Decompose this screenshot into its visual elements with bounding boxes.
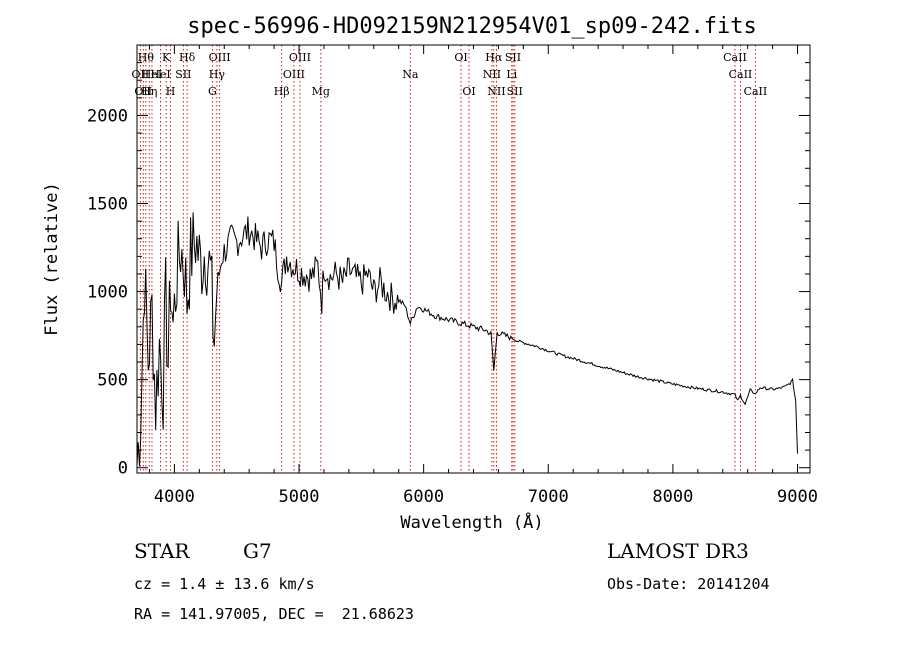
- line-label-21: Hα: [485, 51, 503, 64]
- survey-name: LAMOST DR3: [607, 539, 749, 563]
- line-label-6: K: [162, 51, 171, 64]
- observation-date: Obs-Date: 20141204: [607, 575, 770, 593]
- object-class: STAR: [134, 539, 190, 563]
- line-label-25: SII: [507, 85, 523, 98]
- y-tick-label-1: 500: [97, 371, 128, 391]
- spectral-line-labels: OIIOIIHθHηHeIHeIKHSIIHδGHγOIIIHβOIIIOIII…: [132, 51, 768, 98]
- y-tick-label-3: 1500: [87, 195, 128, 215]
- redshift-readout: cz = 1.4 ± 13.6 km/s: [134, 575, 315, 593]
- spectrum-line: [136, 212, 798, 467]
- y-tick-label-2: 1000: [87, 283, 128, 303]
- line-label-17: Na: [402, 68, 419, 81]
- y-axis-ticks: 0 500 1000 1500 2000: [87, 62, 810, 479]
- line-label-26: CaII: [723, 51, 747, 64]
- line-label-1: OII: [134, 85, 152, 98]
- line-label-3: Hη: [141, 85, 157, 98]
- line-label-9: Hδ: [179, 51, 196, 64]
- x-tick-label-5: 9000: [777, 487, 818, 507]
- line-label-0: OII: [132, 68, 150, 81]
- line-label-22: NII: [487, 85, 505, 98]
- x-axis-ticks: 4000 5000 6000 7000 8000 9000: [148, 45, 818, 507]
- chart-title: spec-56996-HD092159N212954V01_sp09-242.f…: [187, 14, 757, 39]
- line-label-18: OI: [454, 51, 467, 64]
- x-tick-label-3: 7000: [528, 487, 569, 507]
- line-label-19: OI: [462, 85, 475, 98]
- line-label-13: Hβ: [274, 85, 290, 98]
- line-label-24: SII: [505, 51, 521, 64]
- y-axis-label: Flux (relative): [42, 182, 62, 336]
- coordinates-readout: RA = 141.97005, DEC = 21.68623: [134, 605, 414, 623]
- line-label-7: H: [166, 85, 176, 98]
- line-label-27: CaII: [729, 68, 753, 81]
- line-label-23: Li: [506, 68, 517, 81]
- line-label-28: CaII: [744, 85, 768, 98]
- x-axis-label: Wavelength (Å): [400, 511, 543, 533]
- x-tick-label-4: 8000: [652, 487, 693, 507]
- plot-frame: [136, 44, 811, 474]
- line-label-12: OIII: [209, 51, 231, 64]
- x-tick-label-1: 5000: [279, 487, 320, 507]
- line-label-15: OIII: [289, 51, 311, 64]
- y-tick-label-4: 2000: [87, 106, 128, 126]
- line-label-14: OIII: [283, 68, 305, 81]
- line-label-11: Hγ: [209, 68, 226, 81]
- line-label-20: NII: [483, 68, 501, 81]
- x-tick-label-0: 4000: [154, 487, 195, 507]
- x-tick-label-2: 6000: [403, 487, 444, 507]
- line-label-2: Hθ: [138, 51, 155, 64]
- line-label-5: HeI: [150, 68, 170, 81]
- spectral-line-markers: [139, 45, 756, 473]
- line-label-8: SII: [175, 68, 191, 81]
- y-tick-label-0: 0: [118, 459, 128, 479]
- object-subclass: G7: [243, 539, 272, 563]
- line-label-16: Mg: [312, 85, 330, 98]
- line-label-10: G: [208, 85, 217, 98]
- line-label-4: HeI: [142, 68, 162, 81]
